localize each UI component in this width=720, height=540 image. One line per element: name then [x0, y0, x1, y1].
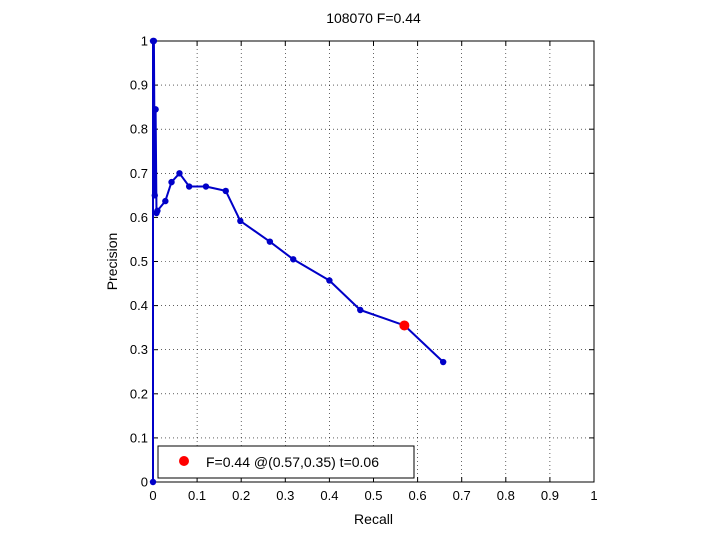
- data-point: [162, 197, 169, 205]
- x-tick-label: 0.1: [188, 488, 206, 503]
- y-tick-label: 0.9: [130, 78, 148, 93]
- x-tick-label: 0.5: [364, 488, 382, 503]
- data-point: [151, 192, 158, 199]
- data-point: [266, 238, 274, 245]
- data-point: [290, 256, 297, 263]
- y-tick-label: 0.5: [130, 254, 148, 269]
- grid: [153, 41, 594, 482]
- best-f-point: [399, 320, 410, 331]
- data-point: [176, 170, 183, 177]
- legend-marker: [179, 456, 189, 466]
- x-axis-label: Recall: [354, 511, 393, 527]
- x-tick-label: 1: [590, 488, 597, 503]
- y-tick-label: 0.4: [130, 298, 148, 313]
- data-point: [168, 178, 175, 186]
- y-tick-label: 0: [141, 475, 148, 490]
- best-point-marker: [399, 320, 410, 331]
- data-point: [222, 187, 229, 195]
- data-point: [154, 207, 161, 214]
- series-line: [152, 40, 444, 482]
- y-tick-label: 0.1: [130, 430, 148, 445]
- data-point: [237, 217, 244, 225]
- legend-box: [157, 445, 415, 479]
- data-point: [357, 306, 364, 314]
- axis-ticks: 0 0.1 0.2 0.3 0.4 0.5 0.6 0.7 0.8 0.9 1 0 0.1 0.2 0.3 0…: [130, 34, 598, 504]
- chart-title: 108070 F=0.44: [326, 10, 421, 26]
- x-tick-label: 0.9: [541, 488, 559, 503]
- x-tick-label: 0: [149, 488, 156, 503]
- data-point: [439, 358, 447, 366]
- y-tick-label: 0.8: [130, 122, 148, 137]
- y-axis-label: Precision: [104, 233, 120, 291]
- data-point: [185, 183, 193, 190]
- legend-label: F=0.44 @(0.57,0.35) t=0.06: [206, 454, 379, 470]
- x-tick-label: 0.3: [276, 488, 294, 503]
- y-tick-label: 0.7: [130, 166, 148, 181]
- legend: F=0.44 @(0.57,0.35) t=0.06: [157, 445, 415, 479]
- y-tick-label: 1: [141, 34, 148, 49]
- x-tick-label: 0.6: [409, 488, 427, 503]
- y-tick-label: 0.3: [130, 342, 148, 357]
- data-point: [326, 277, 333, 284]
- data-point: [202, 183, 210, 190]
- y-tick-label: 0.2: [130, 386, 148, 401]
- x-tick-label: 0.4: [320, 488, 338, 503]
- data-point: [152, 106, 159, 113]
- data-point: [149, 478, 157, 486]
- x-tick-label: 0.7: [453, 488, 471, 503]
- data-point: [150, 37, 158, 45]
- x-tick-label: 0.8: [497, 488, 515, 503]
- y-tick-label: 0.6: [130, 210, 148, 225]
- x-tick-label: 0.2: [232, 488, 250, 503]
- data-series: [149, 37, 447, 486]
